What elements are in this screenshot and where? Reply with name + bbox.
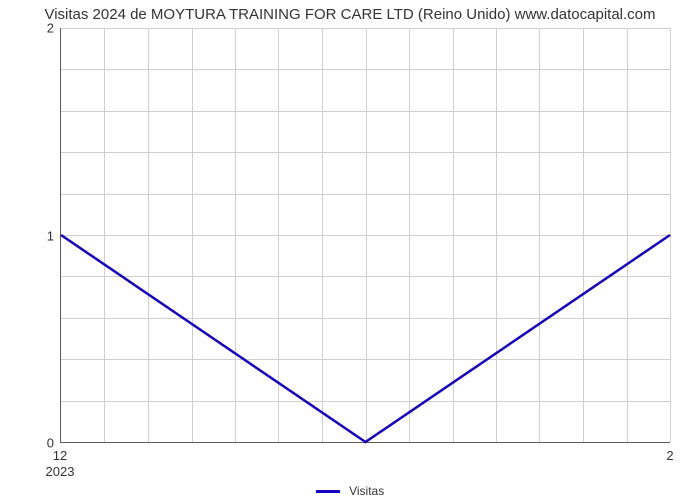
x-group-label: 2023 [46,464,75,479]
chart-title: Visitas 2024 de MOYTURA TRAINING FOR CAR… [0,6,700,23]
legend-label: Visitas [349,484,384,498]
x-tick-1: 2 [666,448,673,463]
grid-v [670,28,671,442]
x-tick-0: 12 [53,448,67,463]
y-tick-2: 2 [40,21,54,36]
legend-swatch [316,490,340,493]
series-line [61,235,670,442]
chart-container: Visitas 2024 de MOYTURA TRAINING FOR CAR… [0,0,700,500]
plot-area [60,28,670,443]
legend: Visitas [0,483,700,498]
data-line-svg [61,28,670,442]
y-tick-1: 1 [40,228,54,243]
